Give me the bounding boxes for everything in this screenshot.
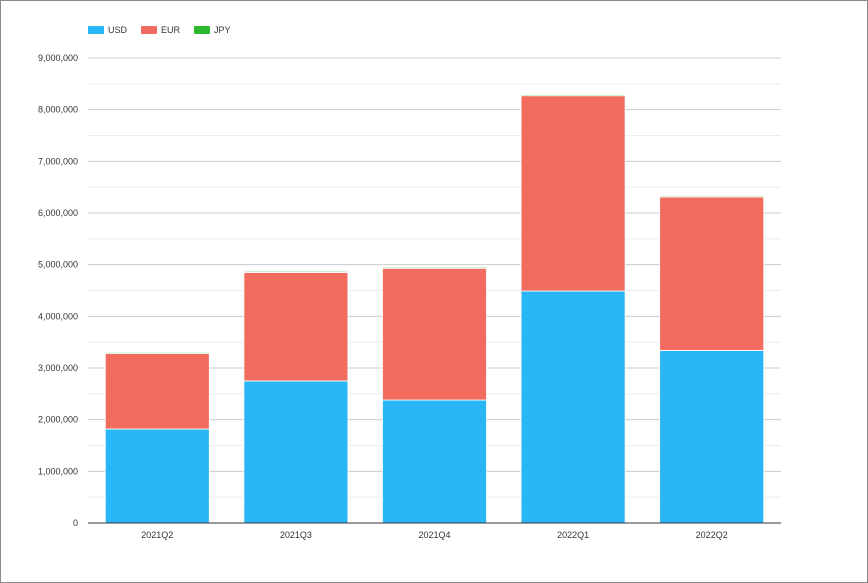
legend-swatch-jpy — [194, 26, 211, 34]
legend-item-jpy[interactable]: JPY — [194, 25, 231, 35]
x-tick-label: 2022Q2 — [696, 530, 728, 540]
x-tick-label: 2022Q1 — [557, 530, 589, 540]
bar-jpy-2022q1[interactable] — [520, 94, 626, 97]
y-tick-label: 7,000,000 — [38, 156, 78, 166]
y-tick-label: 4,000,000 — [38, 311, 78, 321]
bar-eur-2021q4[interactable] — [382, 267, 487, 401]
bar-usd-2021q3[interactable] — [243, 380, 349, 524]
y-tick-label: 5,000,000 — [38, 260, 78, 270]
bar-usd-2021q2[interactable] — [104, 428, 210, 524]
bar-eur-2021q3[interactable] — [243, 272, 349, 382]
bar-jpy-2021q2[interactable] — [104, 352, 210, 354]
y-tick-label: 0 — [73, 518, 78, 528]
legend: USD EUR JPY — [88, 25, 231, 35]
bar-usd-2021q4[interactable] — [382, 399, 487, 524]
bar-jpy-2021q4[interactable] — [382, 266, 487, 269]
y-tick-label: 2,000,000 — [38, 415, 78, 425]
legend-swatch-usd — [88, 26, 104, 34]
bar-eur-2022q2[interactable] — [659, 196, 765, 351]
legend-item-usd[interactable]: USD — [88, 25, 127, 35]
bar-jpy-2022q2[interactable] — [659, 195, 765, 198]
y-tick-label: 9,000,000 — [38, 53, 78, 63]
bar-usd-2022q2[interactable] — [659, 350, 765, 524]
y-tick-label: 8,000,000 — [38, 105, 78, 115]
legend-item-eur[interactable]: EUR — [141, 25, 180, 35]
y-tick-label: 3,000,000 — [38, 363, 78, 373]
bar-usd-2022q1[interactable] — [520, 290, 626, 524]
bar-eur-2021q2[interactable] — [104, 353, 210, 430]
x-tick-label: 2021Q2 — [141, 530, 173, 540]
x-tick-label: 2021Q4 — [418, 530, 450, 540]
legend-swatch-eur — [141, 26, 158, 34]
legend-label-usd: USD — [108, 25, 128, 35]
y-tick-label: 6,000,000 — [38, 208, 78, 218]
legend-label-jpy: JPY — [214, 25, 231, 35]
bar-eur-2022q1[interactable] — [520, 95, 626, 292]
bar-jpy-2021q3[interactable] — [243, 270, 349, 273]
legend-label-eur: EUR — [161, 25, 181, 35]
x-tick-label: 2021Q3 — [280, 530, 312, 540]
y-tick-label: 1,000,000 — [38, 466, 78, 476]
